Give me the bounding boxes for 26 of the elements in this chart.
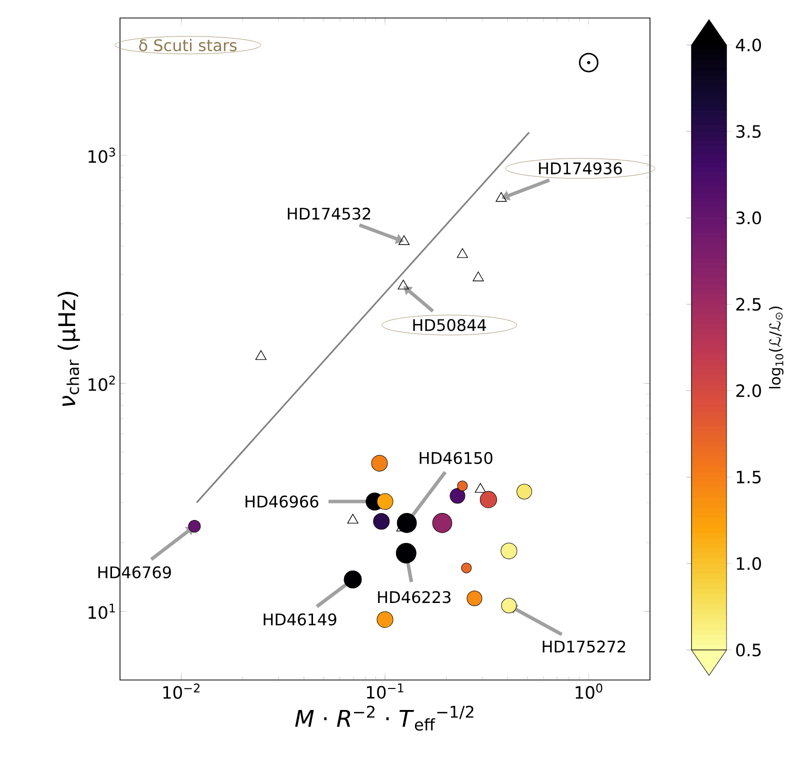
annotation: HD175272 (542, 640, 626, 653)
color-bar-label: 3.0 (736, 211, 761, 224)
x-tick-label: 10$^{−2}$ (163, 684, 200, 699)
y-tick-label: 10$^{3}$ (88, 148, 116, 163)
annotation: HD46223 (378, 591, 450, 604)
color-bar-label: 0.5 (736, 644, 761, 656)
annotation: HD174936 (539, 162, 622, 174)
color-bar-label: 1.0 (736, 557, 761, 570)
color-bar-label: 3.5 (736, 125, 761, 138)
color-bar-label: 4.0 (736, 38, 761, 52)
annotation: HD50844 (413, 319, 486, 332)
color-bar-title: log$_{10}$(ℒ/ℒ$_{⊙}$) (768, 306, 784, 388)
annotation: δ Scuti stars (139, 38, 237, 52)
x-axis-title: M · R$^{−2}$ · T$_{eff}$−1/2 (295, 706, 474, 731)
x-tick-label: 10$^{−1}$ (367, 684, 404, 699)
annotation: HD174532 (288, 208, 370, 220)
color-bar-label: 2.5 (736, 298, 761, 311)
y-axis-title: ν$_{char}$ (μHz) (58, 292, 80, 406)
x-tick-label: 10$^{0}$ (576, 684, 602, 699)
annotation: HD46150 (420, 452, 492, 464)
annotation: HD46966 (246, 496, 318, 508)
y-tick-label: 10$^{2}$ (88, 376, 115, 391)
color-bar-label: 1.5 (736, 470, 761, 484)
color-bar-label: 2.0 (736, 384, 761, 398)
y-tick-label: 10$^{1}$ (88, 604, 115, 619)
annotation: HD46149 (264, 613, 336, 626)
